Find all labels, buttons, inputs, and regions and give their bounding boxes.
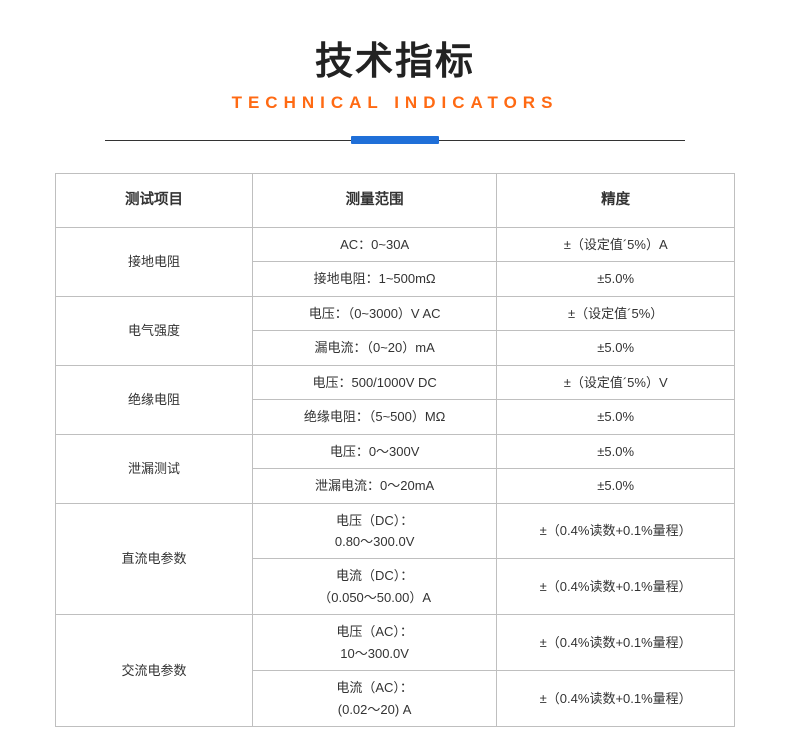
test-item-label: 交流电参数 <box>56 615 253 727</box>
test-item-label: 泄漏测试 <box>56 434 253 503</box>
accuracy-cell: ±5.0% <box>497 400 735 434</box>
accuracy-cell: ±（设定值´5%）V <box>497 365 735 399</box>
range-cell: AC：0~30A <box>252 228 496 262</box>
technical-indicators-table: 测试项目 测量范围 精度 接地电阻 AC：0~30A ±（设定值´5%）A 接地… <box>55 173 735 727</box>
table-row: 电气强度 电压：（0~3000）V AC ±（设定值´5%） <box>56 296 735 330</box>
range-cell: 电压：（0~3000）V AC <box>252 296 496 330</box>
range-cell: 电流（AC）：(0.02～20) A <box>252 671 496 727</box>
range-cell: 电压：0～300V <box>252 434 496 468</box>
accuracy-cell: ±5.0% <box>497 262 735 296</box>
range-cell: 泄漏电流：0～20mA <box>252 469 496 503</box>
range-cell: 电压（DC）：0.80～300.0V <box>252 503 496 559</box>
range-cell: 电压：500/1000V DC <box>252 365 496 399</box>
test-item-label: 接地电阻 <box>56 228 253 297</box>
test-item-label: 电气强度 <box>56 296 253 365</box>
range-cell: 电压（AC）：10～300.0V <box>252 615 496 671</box>
page-title: 技术指标 TECHNICAL INDICATORS <box>55 30 735 113</box>
title-chinese: 技术指标 <box>55 30 735 85</box>
accuracy-cell: ±（0.4%读数+0.1%量程） <box>497 615 735 671</box>
range-cell: 接地电阻：1~500mΩ <box>252 262 496 296</box>
accuracy-cell: ±5.0% <box>497 331 735 365</box>
table-row: 接地电阻 AC：0~30A ±（设定值´5%）A <box>56 228 735 262</box>
table-header-row: 测试项目 测量范围 精度 <box>56 174 735 228</box>
accuracy-cell: ±（0.4%读数+0.1%量程） <box>497 503 735 559</box>
table-row: 交流电参数 电压（AC）：10～300.0V ±（0.4%读数+0.1%量程） <box>56 615 735 671</box>
table-row: 直流电参数 电压（DC）：0.80～300.0V ±（0.4%读数+0.1%量程… <box>56 503 735 559</box>
accuracy-cell: ±（0.4%读数+0.1%量程） <box>497 671 735 727</box>
test-item-label: 直流电参数 <box>56 503 253 615</box>
title-english: TECHNICAL INDICATORS <box>55 93 735 113</box>
table-row: 绝缘电阻 电压：500/1000V DC ±（设定值´5%）V <box>56 365 735 399</box>
accuracy-cell: ±（设定值´5%）A <box>497 228 735 262</box>
range-cell: 电流（DC）：（0.050～50.00）A <box>252 559 496 615</box>
accuracy-cell: ±5.0% <box>497 434 735 468</box>
accuracy-cell: ±（设定值´5%） <box>497 296 735 330</box>
divider <box>105 135 685 145</box>
table-row: 泄漏测试 电压：0～300V ±5.0% <box>56 434 735 468</box>
column-header: 测量范围 <box>252 174 496 228</box>
range-cell: 漏电流：（0~20）mA <box>252 331 496 365</box>
column-header: 精度 <box>497 174 735 228</box>
range-cell: 绝缘电阻：（5~500）MΩ <box>252 400 496 434</box>
column-header: 测试项目 <box>56 174 253 228</box>
divider-accent-bar <box>351 136 439 144</box>
test-item-label: 绝缘电阻 <box>56 365 253 434</box>
accuracy-cell: ±（0.4%读数+0.1%量程） <box>497 559 735 615</box>
accuracy-cell: ±5.0% <box>497 469 735 503</box>
